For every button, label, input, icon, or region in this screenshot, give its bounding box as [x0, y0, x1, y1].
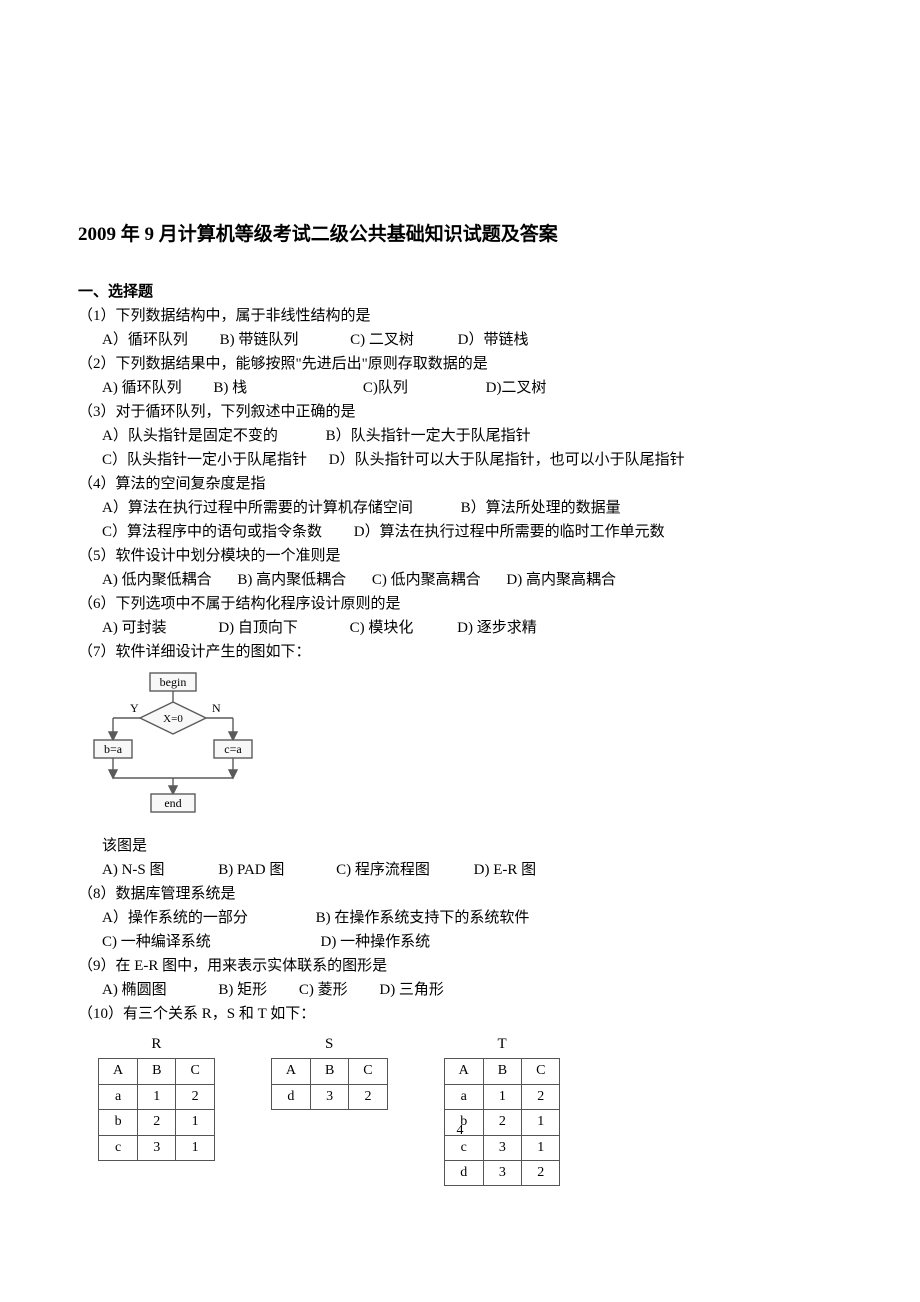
q1-opt-d: D）带链栈 — [458, 332, 529, 348]
q2-opt-d: D)二叉树 — [486, 380, 547, 396]
question-4-stem: （4）算法的空间复杂度是指 — [78, 472, 842, 496]
q3-opt-b: B）队头指针一定大于队尾指针 — [326, 428, 531, 444]
table-T-name: T — [444, 1032, 561, 1056]
q7-opt-c: C) 程序流程图 — [336, 862, 430, 878]
section-heading: 一、选择题 — [78, 280, 842, 304]
svg-text:N: N — [212, 701, 221, 715]
svg-text:b=a: b=a — [104, 742, 123, 756]
q3-opt-c: C）队头指针一定小于队尾指针 — [102, 452, 307, 468]
q1-opt-b: B) 带链队列 — [220, 332, 299, 348]
q8-opt-c: C) 一种编译系统 — [102, 934, 211, 950]
question-3-stem: （3）对于循环队列，下列叙述中正确的是 — [78, 400, 842, 424]
page-title: 2009 年 9 月计算机等级考试二级公共基础知识试题及答案 — [78, 220, 842, 250]
q7-opt-b: B) PAD 图 — [218, 862, 284, 878]
table-T-wrap: T ABCa12b21c31d32 — [444, 1032, 561, 1186]
q9-opt-d: D) 三角形 — [379, 982, 444, 998]
question-7-after: 该图是 — [78, 834, 842, 858]
question-1-options: A）循环队列 B) 带链队列 C) 二叉树 D）带链栈 — [78, 328, 842, 352]
question-9-stem: （9）在 E-R 图中，用来表示实体联系的图形是 — [78, 954, 842, 978]
question-5-stem: （5）软件设计中划分模块的一个准则是 — [78, 544, 842, 568]
question-8-options: A）操作系统的一部分 B) 在操作系统支持下的系统软件 C) 一种编译系统 D)… — [78, 906, 842, 954]
q8-opt-d: D) 一种操作系统 — [321, 934, 431, 950]
question-7-stem: （7）软件详细设计产生的图如下： — [78, 640, 842, 664]
svg-text:X=0: X=0 — [163, 713, 183, 725]
question-5-options: A) 低内聚低耦合 B) 高内聚低耦合 C) 低内聚高耦合 D) 高内聚高耦合 — [78, 568, 842, 592]
question-7-options: A) N-S 图 B) PAD 图 C) 程序流程图 D) E-R 图 — [78, 858, 842, 882]
question-6-stem: （6）下列选项中不属于结构化程序设计原则的是 — [78, 592, 842, 616]
svg-text:c=a: c=a — [224, 742, 242, 756]
table-R-name: R — [98, 1032, 215, 1056]
q2-opt-c: C)队列 — [363, 380, 408, 396]
exam-page: 2009 年 9 月计算机等级考试二级公共基础知识试题及答案 一、选择题 （1）… — [0, 0, 920, 1302]
q8-opt-a: A）操作系统的一部分 — [102, 910, 248, 926]
q7-opt-d: D) E-R 图 — [474, 862, 537, 878]
q3-opt-a: A）队头指针是固定不变的 — [102, 428, 278, 444]
q4-opt-c: C）算法程序中的语句或指令条数 — [102, 524, 322, 540]
q1-opt-c: C) 二叉树 — [350, 332, 414, 348]
table-S-name: S — [271, 1032, 388, 1056]
q7-opt-a: A) N-S 图 — [102, 862, 165, 878]
table-S: ABCd32 — [271, 1058, 388, 1110]
page-number: 4 — [0, 1120, 920, 1142]
q6-opt-b: D) 自顶向下 — [218, 620, 298, 636]
question-10-stem: （10）有三个关系 R，S 和 T 如下： — [78, 1002, 842, 1026]
q5-opt-a: A) 低内聚低耦合 — [102, 572, 212, 588]
relation-tables: R ABCa12b21c31 S ABCd32 T ABCa12b21c31d3… — [98, 1032, 842, 1186]
q4-opt-b: B）算法所处理的数据量 — [461, 500, 621, 516]
q8-opt-b: B) 在操作系统支持下的系统软件 — [316, 910, 530, 926]
question-2-options: A) 循环队列 B) 栈 C)队列 D)二叉树 — [78, 376, 842, 400]
q9-opt-a: A) 椭圆图 — [102, 982, 167, 998]
q2-opt-a: A) 循环队列 — [102, 380, 182, 396]
q5-opt-b: B) 高内聚低耦合 — [237, 572, 346, 588]
table-S-wrap: S ABCd32 — [271, 1032, 388, 1110]
q9-opt-c: C) 菱形 — [299, 982, 348, 998]
question-2-stem: （2）下列数据结果中，能够按照"先进后出"原则存取数据的是 — [78, 352, 842, 376]
q5-opt-d: D) 高内聚高耦合 — [506, 572, 616, 588]
q4-opt-a: A）算法在执行过程中所需要的计算机存储空间 — [102, 500, 413, 516]
svg-text:end: end — [164, 796, 181, 810]
q4-opt-d: D）算法在执行过程中所需要的临时工作单元数 — [354, 524, 665, 540]
q9-opt-b: B) 矩形 — [218, 982, 267, 998]
question-4-options: A）算法在执行过程中所需要的计算机存储空间 B）算法所处理的数据量 C）算法程序… — [78, 496, 842, 544]
question-9-options: A) 椭圆图 B) 矩形 C) 菱形 D) 三角形 — [78, 978, 842, 1002]
question-6-options: A) 可封装 D) 自顶向下 C) 模块化 D) 逐步求精 — [78, 616, 842, 640]
flowchart-diagram: begin X=0 Y N b=a — [88, 670, 842, 830]
table-R: ABCa12b21c31 — [98, 1058, 215, 1161]
q6-opt-d: D) 逐步求精 — [457, 620, 537, 636]
question-3-options: A）队头指针是固定不变的 B）队头指针一定大于队尾指针 C）队头指针一定小于队尾… — [78, 424, 842, 472]
q6-opt-a: A) 可封装 — [102, 620, 167, 636]
svg-text:begin: begin — [160, 675, 187, 689]
q6-opt-c: C) 模块化 — [350, 620, 414, 636]
q1-opt-a: A）循环队列 — [102, 332, 188, 348]
q3-opt-d: D）队头指针可以大于队尾指针，也可以小于队尾指针 — [329, 452, 685, 468]
q2-opt-b: B) 栈 — [213, 380, 247, 396]
question-1-stem: （1）下列数据结构中，属于非线性结构的是 — [78, 304, 842, 328]
svg-text:Y: Y — [130, 701, 139, 715]
q5-opt-c: C) 低内聚高耦合 — [372, 572, 481, 588]
question-8-stem: （8）数据库管理系统是 — [78, 882, 842, 906]
